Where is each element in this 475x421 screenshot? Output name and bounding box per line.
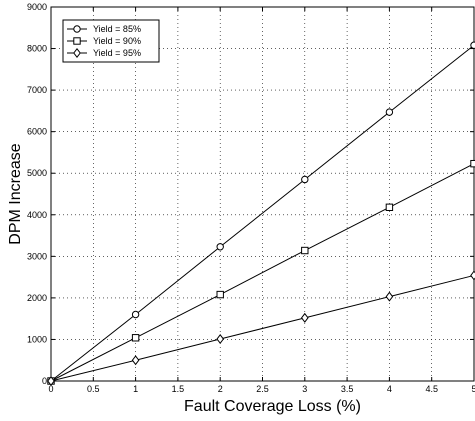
series-line <box>50 274 475 382</box>
x-tick-label: 1 <box>133 384 138 394</box>
data-point-square <box>131 334 140 342</box>
series-1 <box>47 41 475 385</box>
y-tick-label: 7000 <box>27 85 47 95</box>
legend-marker-circle <box>73 25 81 33</box>
legend: Yield = 85% Yield = 90% Yield = 95% <box>62 19 160 63</box>
data-point-circle <box>216 243 224 251</box>
x-tick-label: 3 <box>302 384 307 394</box>
data-point-circle <box>470 41 475 49</box>
y-tick-label: 4000 <box>27 210 47 220</box>
y-axis-title: DPM Increase <box>7 143 24 244</box>
legend-label: Yield = 90% <box>93 36 141 46</box>
grid <box>51 7 474 381</box>
data-series <box>47 41 475 387</box>
series-line <box>50 163 475 382</box>
series-3 <box>47 270 475 387</box>
x-tick-label: 0.5 <box>87 384 100 394</box>
x-axis-title: Fault Coverage Loss (%) <box>184 398 361 415</box>
x-tick-label: 4.5 <box>425 384 438 394</box>
data-point-circle <box>385 108 394 116</box>
data-point-square <box>385 203 394 211</box>
y-tick-label: 5000 <box>27 168 47 178</box>
y-tick-label: 1000 <box>27 334 47 344</box>
x-tick-label: 3.5 <box>341 384 354 394</box>
legend-marker-diamond <box>73 47 81 59</box>
data-point-diamond <box>470 270 475 281</box>
data-point-diamond <box>300 312 309 323</box>
x-tick-label: 0 <box>48 384 53 394</box>
legend-marker-square <box>73 37 81 45</box>
x-tick-label: 1.5 <box>172 384 185 394</box>
legend-item: Yield = 85% <box>67 24 141 34</box>
y-tick-label: 0 <box>42 376 47 386</box>
x-tick-label: 2 <box>218 384 223 394</box>
legend-item: Yield = 95% <box>67 47 141 59</box>
y-tick-label: 8000 <box>27 44 47 54</box>
data-point-diamond <box>385 291 394 302</box>
data-point-square <box>470 159 475 168</box>
legend-label: Yield = 95% <box>93 48 141 58</box>
legend-item: Yield = 90% <box>67 36 141 46</box>
y-tick-label: 6000 <box>27 127 47 137</box>
series-2 <box>47 159 475 385</box>
x-tick-label: 2.5 <box>256 384 269 394</box>
data-point-square <box>216 290 224 299</box>
data-point-circle <box>131 310 140 319</box>
y-tick-label: 2000 <box>27 293 47 303</box>
series-line <box>50 44 475 382</box>
data-point-square <box>301 246 309 255</box>
x-tick-label: 4 <box>387 384 392 394</box>
x-tick-label: 5 <box>471 384 475 394</box>
data-point-diamond <box>131 355 140 366</box>
data-point-circle <box>301 175 309 184</box>
data-point-diamond <box>216 334 225 345</box>
y-tick-label: 3000 <box>27 251 47 261</box>
legend-label: Yield = 85% <box>93 24 141 34</box>
data-point-diamond <box>47 375 55 387</box>
y-tick-label: 9000 <box>27 2 47 12</box>
axis-ticks: 0 0.5 1 1.5 2 2.5 3 3.5 4 4.5 5 0 1000 2000 3000 4000 50… <box>27 2 475 394</box>
